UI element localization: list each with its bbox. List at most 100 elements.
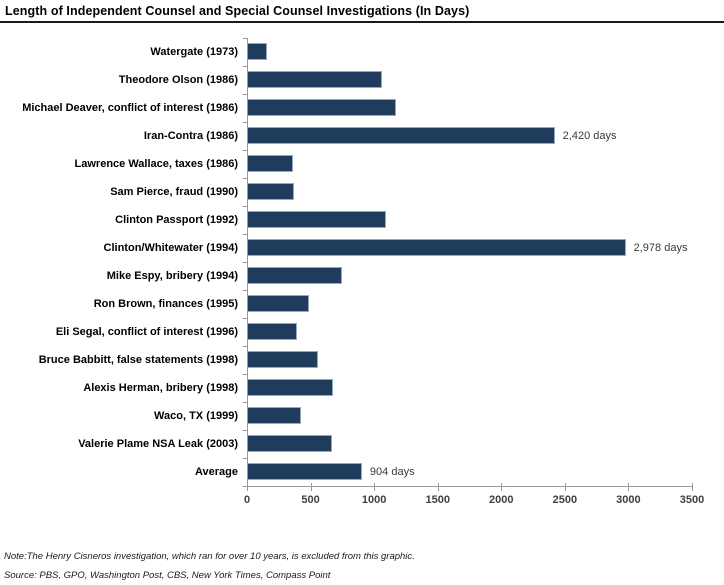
x-axis-tick-label: 500 xyxy=(301,494,320,506)
chart-row: Eli Segal, conflict of interest (1996) xyxy=(0,318,724,346)
y-axis-tick xyxy=(243,430,247,431)
bar xyxy=(247,463,362,480)
y-axis-tick xyxy=(243,374,247,375)
x-axis-tick xyxy=(692,483,693,491)
category-label: Alexis Herman, bribery (1998) xyxy=(83,382,238,394)
bar xyxy=(247,183,295,200)
category-label: Lawrence Wallace, taxes (1986) xyxy=(74,158,238,170)
chart-row: Ron Brown, finances (1995) xyxy=(0,290,724,318)
chart-row: Iran-Contra (1986) 2,420 days xyxy=(0,122,724,150)
bar xyxy=(247,99,396,116)
category-label: Michael Deaver, conflict of interest (19… xyxy=(22,102,238,114)
chart-rows: Watergate (1973) Theodore Olson (1986) Mic… xyxy=(0,38,724,486)
x-axis-tick-label: 2500 xyxy=(552,494,578,506)
y-axis-tick xyxy=(243,402,247,403)
category-label: Iran-Contra (1986) xyxy=(143,130,238,142)
y-axis-tick xyxy=(243,94,247,95)
y-axis-tick xyxy=(243,346,247,347)
chart-row: Bruce Babbitt, false statements (1998) xyxy=(0,346,724,374)
bar xyxy=(247,351,319,368)
category-label: Eli Segal, conflict of interest (1996) xyxy=(55,326,238,338)
bar-track xyxy=(247,178,692,206)
bar xyxy=(247,379,334,396)
chart-row: Watergate (1973) xyxy=(0,38,724,66)
y-axis-tick xyxy=(243,234,247,235)
chart-row: Michael Deaver, conflict of interest (19… xyxy=(0,94,724,122)
bar-track xyxy=(247,290,692,318)
bar xyxy=(247,323,297,340)
x-axis-tick-label: 2000 xyxy=(489,494,514,506)
bar-track xyxy=(247,346,692,374)
y-axis-tick xyxy=(243,150,247,151)
bar xyxy=(247,239,626,256)
x-axis-tick xyxy=(437,483,439,491)
chart-row: Lawrence Wallace, taxes (1986) xyxy=(0,150,724,178)
bar-track xyxy=(247,430,692,458)
category-label: Valerie Plame NSA Leak (2003) xyxy=(78,438,238,450)
source-text: Source: PBS, GPO, Washington Post, CBS, … xyxy=(4,570,331,581)
bar xyxy=(247,407,302,424)
bar-track xyxy=(247,318,692,346)
category-label: Watergate (1973) xyxy=(150,46,238,58)
x-axis-tick xyxy=(501,483,503,491)
bar-track xyxy=(247,150,692,178)
bar xyxy=(247,71,382,88)
y-axis-tick xyxy=(243,178,247,179)
y-axis-tick xyxy=(243,262,247,263)
bar-track xyxy=(247,66,692,94)
bar-track xyxy=(247,38,692,66)
category-label: Ron Brown, finances (1995) xyxy=(93,298,238,310)
x-axis-tick-label: 1000 xyxy=(361,494,387,506)
y-axis-tick xyxy=(243,318,247,319)
chart-row: Theodore Olson (1986) xyxy=(0,66,724,94)
x-axis-tick-label: 0 xyxy=(243,494,251,506)
bar-track xyxy=(247,374,692,402)
bar-chart: Watergate (1973) Theodore Olson (1986) Mic… xyxy=(0,38,724,508)
x-axis-tick xyxy=(374,483,376,491)
category-label: Average xyxy=(194,466,238,478)
x-axis-tick xyxy=(310,483,312,491)
x-axis-tick xyxy=(628,483,630,491)
bar-track xyxy=(247,262,692,290)
chart-row: Clinton Passport (1992) xyxy=(0,206,724,234)
chart-row: Average 904 days xyxy=(0,458,724,486)
note-text: Note:The Henry Cisneros investigation, w… xyxy=(4,551,415,562)
category-label: Waco, TX (1999) xyxy=(154,410,238,422)
bar-track xyxy=(247,206,692,234)
y-axis-tick xyxy=(243,290,247,291)
category-label: Bruce Babbitt, false statements (1998) xyxy=(38,354,238,366)
bar xyxy=(247,127,555,144)
chart-row: Waco, TX (1999) xyxy=(0,402,724,430)
bar xyxy=(247,211,386,228)
data-label: 2,978 days xyxy=(633,242,688,254)
y-axis-tick xyxy=(243,486,247,487)
x-axis-line xyxy=(247,486,693,487)
x-axis-tick xyxy=(564,483,566,491)
x-axis-tick-label: 3000 xyxy=(616,494,641,506)
x-axis-tick-label: 1500 xyxy=(425,494,450,506)
bar xyxy=(247,43,268,60)
y-axis-tick xyxy=(243,206,247,207)
y-axis-tick xyxy=(243,66,247,67)
category-label: Theodore Olson (1986) xyxy=(118,74,238,86)
x-axis-tick-label: 3500 xyxy=(679,494,705,506)
chart-row: Sam Pierce, fraud (1990) xyxy=(0,178,724,206)
category-label: Sam Pierce, fraud (1990) xyxy=(110,186,238,198)
bar xyxy=(247,295,310,312)
y-axis-line xyxy=(247,38,248,487)
x-axis-tick xyxy=(247,483,248,491)
chart-row: Alexis Herman, bribery (1998) xyxy=(0,374,724,402)
category-label: Clinton/Whitewater (1994) xyxy=(103,242,238,254)
bar-track xyxy=(247,94,692,122)
y-axis-tick xyxy=(243,458,247,459)
data-label: 904 days xyxy=(369,466,415,478)
data-label: 2,420 days xyxy=(562,130,617,142)
bar xyxy=(247,435,332,452)
title-underline xyxy=(0,21,724,23)
category-label: Mike Espy, bribery (1994) xyxy=(106,270,238,282)
chart-row: Clinton/Whitewater (1994) 2,978 days xyxy=(0,234,724,262)
bar-track: 2,978 days xyxy=(247,234,692,262)
y-axis-tick xyxy=(243,38,247,39)
chart-row: Valerie Plame NSA Leak (2003) xyxy=(0,430,724,458)
bar-track xyxy=(247,402,692,430)
